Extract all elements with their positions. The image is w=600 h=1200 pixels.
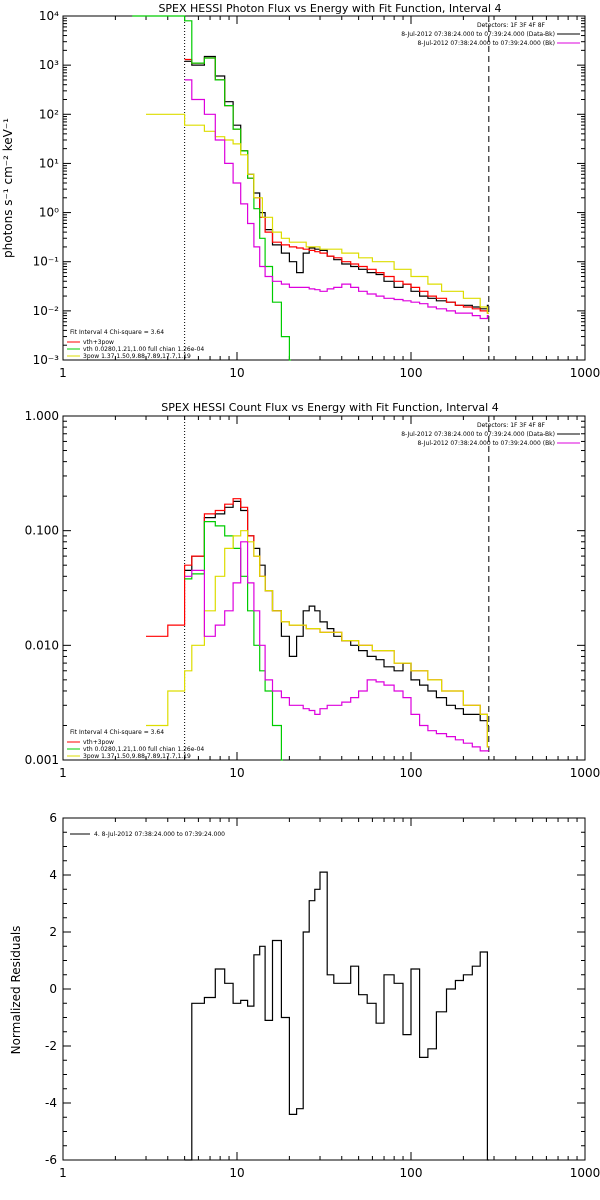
photon-flux-legend-header: Fit Interval 4 Chi-square = 3.64 <box>70 329 164 336</box>
photon-flux-xtick-label: 10 <box>229 366 244 380</box>
count-flux-legend: Fit Interval 4 Chi-square = 3.64 vth+3po… <box>67 729 204 760</box>
count-flux-legend-red: vth+3pow <box>83 739 114 746</box>
residuals-ytick-label: -6 <box>45 1153 57 1167</box>
count-flux-series-data <box>184 500 489 727</box>
residuals-legend: 4. 8-Jul-2012 07:38:24.000 to 07:39:24.0… <box>70 831 225 838</box>
count-flux-bk-interval: 8-Jul-2012 07:38:24.000 to 07:39:24.000 … <box>417 440 555 447</box>
count-flux-ytick-label: 1.000 <box>25 409 59 423</box>
photon-flux-legend: Fit Interval 4 Chi-square = 3.64 vth+3po… <box>67 329 204 360</box>
count-flux-xtick-label: 100 <box>400 766 423 780</box>
residuals-series-residuals <box>184 871 489 1161</box>
residuals-ytick-label: 6 <box>49 811 57 825</box>
count-flux-info: Detectors: 1F 3F 4F 8F 8-Jul-2012 07:38:… <box>401 422 580 447</box>
residuals-xtick-label: 100 <box>400 1166 423 1180</box>
photon-flux-series-data <box>184 55 489 310</box>
count-flux-series-3pow <box>146 530 489 748</box>
photon-flux-bk-interval: 8-Jul-2012 07:38:24.000 to 07:39:24.000 … <box>417 40 555 47</box>
count-flux-ytick-label: 0.010 <box>25 638 59 652</box>
count-flux-frame <box>62 415 586 761</box>
residuals-ytick-label: -2 <box>45 1039 57 1053</box>
photon-flux-legend-yellow: 3pow 1.37,1.50,9.88,7.89,17.7,1.19 <box>83 353 191 360</box>
photon-flux-ytick-label: 10⁴ <box>39 9 59 23</box>
count-flux-data-interval: 8-Jul-2012 07:38:24.000 to 07:39:24.000 … <box>401 431 555 438</box>
photon-flux-frame <box>62 15 586 361</box>
residuals-xtick-label: 1000 <box>570 1166 600 1180</box>
photon-flux-panel: SPEX HESSI Photon Flux vs Energy with Fi… <box>1 2 600 380</box>
residuals-frame <box>62 817 586 1161</box>
photon-flux-xtick-label: 100 <box>400 366 423 380</box>
photon-flux-xtick-label: 1 <box>59 366 67 380</box>
count-flux-xtick-label: 10 <box>229 766 244 780</box>
residuals-ytick-label: 2 <box>49 925 57 939</box>
residuals-panel: Normalized Residuals 4. 8-Jul-2012 07:38… <box>9 811 600 1180</box>
count-flux-legend-yellow: 3pow 1.37,1.50,9.88,7.89,17.7,1.19 <box>83 753 191 760</box>
count-flux-ytick-label: 0.001 <box>25 753 59 767</box>
residuals-xtick-label: 10 <box>229 1166 244 1180</box>
photon-flux-legend-green: vth 0.0280,1.21,1.00 full chian 1.26e-04 <box>83 346 204 353</box>
photon-flux-legend-red: vth+3pow <box>83 339 114 346</box>
residuals-ytick-label: 4 <box>49 868 57 882</box>
photon-flux-series-background <box>184 79 489 320</box>
photon-flux-series-vth+3pow <box>184 57 489 314</box>
residuals-ytick-label: 0 <box>49 982 57 996</box>
count-flux-detectors: Detectors: 1F 3F 4F 8F <box>477 422 546 429</box>
photon-flux-ytick-label: 10⁰ <box>39 206 59 220</box>
photon-flux-ytick-label: 10⁻² <box>33 304 60 318</box>
photon-flux-ytick-label: 10¹ <box>39 156 59 170</box>
photon-flux-ytick-label: 10⁻³ <box>33 353 60 367</box>
count-flux-title: SPEX HESSI Count Flux vs Energy with Fit… <box>161 401 498 414</box>
photon-flux-info: Detectors: 1F 3F 4F 8F 8-Jul-2012 07:38:… <box>401 22 580 47</box>
photon-flux-xtick-label: 1000 <box>570 366 600 380</box>
photon-flux-series-3pow <box>146 113 489 314</box>
count-flux-xtick-label: 1 <box>59 766 67 780</box>
count-flux-series-vth <box>184 521 283 761</box>
residuals-ytick-label: -4 <box>45 1096 57 1110</box>
count-flux-legend-header: Fit Interval 4 Chi-square = 3.64 <box>70 729 164 736</box>
residuals-xtick-label: 1 <box>59 1166 67 1180</box>
photon-flux-ytick-label: 10⁻¹ <box>33 255 60 269</box>
count-flux-series-vth+3pow <box>146 498 489 748</box>
count-flux-legend-green: vth 0.0280,1.21,1.00 full chian 1.26e-04 <box>83 746 204 753</box>
residuals-ylabel: Normalized Residuals <box>9 926 23 1055</box>
count-flux-xtick-label: 1000 <box>570 766 600 780</box>
photon-flux-data-interval: 8-Jul-2012 07:38:24.000 to 07:39:24.000 … <box>401 31 555 38</box>
photon-flux-title: SPEX HESSI Photon Flux vs Energy with Fi… <box>158 2 501 15</box>
photon-flux-series-vth <box>132 15 291 361</box>
count-flux-panel: SPEX HESSI Count Flux vs Energy with Fit… <box>25 401 600 780</box>
photon-flux-ytick-label: 10² <box>39 107 59 121</box>
count-flux-ytick-label: 0.100 <box>25 524 59 538</box>
photon-flux-ytick-label: 10³ <box>39 58 59 72</box>
photon-flux-detectors: Detectors: 1F 3F 4F 8F <box>477 22 546 29</box>
photon-flux-ylabel: photons s⁻¹ cm⁻² keV⁻¹ <box>1 118 15 258</box>
residuals-legend-label: 4. 8-Jul-2012 07:38:24.000 to 07:39:24.0… <box>94 831 225 838</box>
count-flux-series-background <box>184 541 489 752</box>
